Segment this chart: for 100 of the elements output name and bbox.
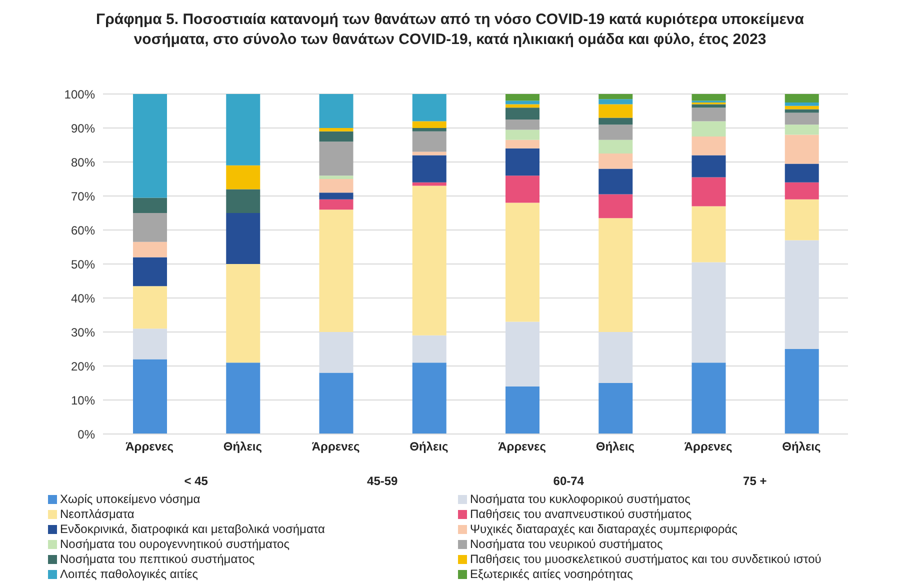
bar	[692, 206, 726, 262]
bar	[226, 94, 260, 166]
bar	[692, 121, 726, 136]
bar	[598, 194, 633, 218]
bar	[319, 332, 354, 373]
y-tick-label: 20%	[70, 359, 96, 374]
bar	[412, 155, 446, 182]
bar	[133, 328, 167, 360]
bar	[133, 286, 167, 329]
x-tick-label: Θήλεις	[410, 440, 448, 454]
bar	[319, 199, 354, 210]
x-tick-label: Θήλεις	[223, 440, 262, 454]
bar	[598, 332, 633, 383]
bar	[598, 124, 633, 140]
bar	[412, 121, 446, 128]
bar	[784, 134, 819, 164]
bar	[784, 112, 819, 125]
y-tick-label: 30%	[70, 325, 96, 340]
legend-label: Παθήσεις του αναπνευστικού συστήματος	[470, 507, 692, 522]
legend-label: Νεοπλάσματα	[60, 507, 134, 522]
bar	[412, 362, 446, 434]
bar	[506, 94, 540, 101]
bar	[319, 94, 354, 128]
bar	[506, 140, 540, 148]
bar	[784, 106, 819, 110]
bar	[319, 372, 354, 434]
bar	[692, 94, 726, 101]
y-tick-label: 0%	[78, 427, 96, 442]
y-tick-label: 60%	[70, 223, 96, 238]
bar	[133, 213, 167, 242]
bar	[319, 131, 354, 142]
x-tick-label: Άρρενες	[498, 440, 546, 454]
legend-label: Χωρίς υποκείμενο νόσημα	[60, 492, 200, 507]
bar	[692, 136, 726, 156]
x-tick-label: Άρρενες	[312, 440, 360, 454]
bar	[784, 124, 819, 135]
x-tick-label: Θήλεις	[596, 440, 634, 454]
y-tick-label: 40%	[70, 291, 96, 306]
y-tick-label: 70%	[70, 189, 96, 204]
bar	[226, 264, 260, 363]
bar	[692, 104, 726, 108]
bar	[133, 198, 167, 213]
bar	[506, 386, 540, 434]
bar	[598, 99, 633, 104]
y-tick-label: 90%	[70, 121, 96, 136]
bar	[598, 154, 633, 169]
bar	[133, 359, 167, 434]
x-tick-label: Θήλεις	[782, 440, 821, 454]
bar	[784, 349, 819, 434]
bar	[319, 192, 354, 200]
bar	[506, 130, 540, 140]
bar	[412, 131, 446, 152]
y-tick-label: 80%	[70, 155, 96, 170]
y-tick-label: 10%	[70, 393, 96, 408]
chart-title: Γράφημα 5. Ποσοστιαία κατανομή των θανάτων από τη νόσο COVID-19 κατά κυριότερα υποκείμενα νοσήματα, στο σύνολο των θανάτων COVID-19, κατά ηλικιακή ομάδα και φύλο, έτος 2023	[95, 10, 805, 50]
bar	[598, 140, 633, 154]
bar	[226, 189, 260, 213]
bar	[784, 182, 819, 200]
bar	[412, 186, 446, 336]
text: < 45	[183, 474, 209, 488]
text: 75 +	[742, 474, 768, 488]
bar	[506, 202, 540, 322]
bar	[319, 179, 354, 193]
bar	[598, 94, 633, 100]
legend-label: Νοσήματα του ουρογεννητικού συστήματος	[60, 537, 290, 552]
bar	[412, 182, 446, 186]
legend-label: Νοσήματα του κυκλοφορικού συστήματος	[470, 492, 690, 507]
bar	[506, 148, 540, 176]
bar	[598, 118, 633, 125]
bar	[133, 242, 167, 258]
y-tick-label: 50%	[70, 257, 96, 272]
bar	[692, 108, 726, 122]
bar	[692, 362, 726, 434]
bar	[506, 322, 540, 386]
bar	[784, 199, 819, 240]
bar	[226, 362, 260, 434]
bar	[506, 120, 540, 130]
bar	[412, 94, 446, 122]
legend-label: Λοιπές παθολογικές αιτίες	[60, 567, 198, 582]
bar	[692, 262, 726, 363]
bar	[598, 104, 633, 118]
bar	[319, 142, 354, 176]
legend-label: Ενδοκρινικά, διατροφικά και μεταβολικά νοσήματα	[60, 522, 325, 537]
legend-label: Εξωτερικές αιτίες νοσηρότητας	[470, 567, 633, 582]
bar	[506, 104, 540, 108]
x-tick-label: Άρρενες	[684, 440, 732, 454]
bar	[598, 218, 633, 332]
x-tick-label: Άρρενες	[126, 440, 174, 454]
bar	[692, 155, 726, 178]
text: 60-74	[552, 474, 585, 488]
bar	[133, 94, 167, 198]
bar	[506, 176, 540, 203]
legend-label: Παθήσεις του μυοσκελετικού συστήματος και του συνδετικού ιστού	[470, 552, 822, 567]
bar	[226, 213, 260, 264]
bar	[319, 176, 354, 179]
bar	[598, 168, 633, 194]
bar	[506, 108, 540, 120]
text: 45-59	[366, 474, 399, 488]
bar	[784, 94, 819, 102]
bar	[598, 383, 633, 434]
